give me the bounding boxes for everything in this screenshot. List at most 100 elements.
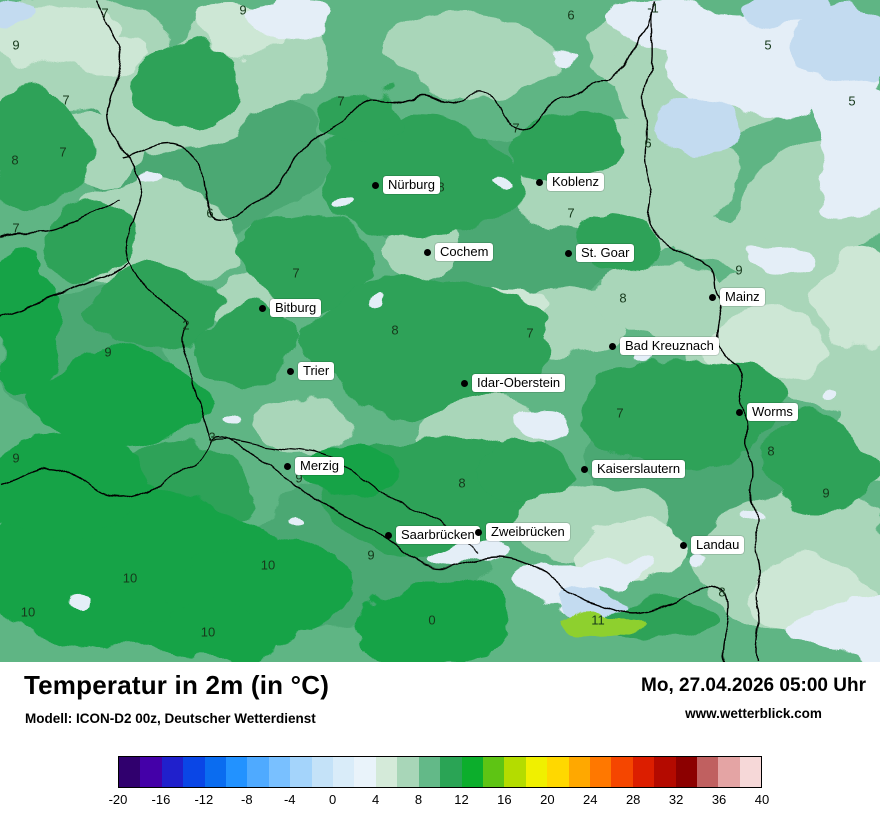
station-temp-value: 8: [718, 584, 726, 600]
legend-color-segment: [290, 757, 312, 787]
border-lines: [0, 0, 761, 662]
station-temp-value: 9: [367, 547, 375, 563]
legend-color-segment: [204, 757, 227, 787]
legend-color-segment: [739, 757, 762, 787]
legend-color-segment: [718, 757, 740, 787]
station-temp-value: 7: [616, 405, 624, 421]
station-temp-value: 7: [526, 325, 534, 341]
city-label: Zweibrücken: [486, 523, 570, 541]
station-temp-value: 10: [260, 557, 276, 573]
city-label: Bad Kreuznach: [620, 337, 719, 355]
color-legend: -20 -16 -12 -8 -4 0 4 8 12 16 20 24 28 32 36 40: [109, 756, 770, 810]
legend-color-segment: [311, 757, 334, 787]
city-dot-icon: [536, 178, 543, 186]
station-temp-value: 6: [206, 205, 214, 221]
city-label: Worms: [747, 403, 798, 421]
station-temp-value: 2: [182, 317, 190, 333]
legend-tick-label: 16: [497, 792, 512, 807]
station-temp-value: 9: [12, 450, 20, 466]
city-label: Merzig: [295, 457, 345, 475]
city-marker: Worms: [736, 403, 798, 421]
city-dot-icon: [565, 249, 572, 257]
legend-tick-label: -20: [108, 792, 128, 807]
weather-map: 7 9 6 -1 9 5 7 7 5 7 6 7 8 8 6 7 7 7 9 8 2 8 7 9 7 3 8 9 9 8 9 9 10 10 8 10…: [0, 0, 880, 662]
city-marker: Mainz: [709, 288, 765, 306]
station-temp-value: 7: [512, 120, 520, 136]
legend-tick-label: -12: [194, 792, 214, 807]
legend-color-segment: [226, 757, 248, 787]
city-dot-icon: [287, 367, 294, 375]
station-temp-value: 9: [735, 262, 743, 278]
legend-bar: [118, 756, 762, 788]
legend-color-segment: [504, 757, 526, 787]
border-luxembourg-south: [179, 325, 212, 441]
legend-tick-label: 28: [625, 792, 641, 807]
city-dot-icon: [284, 462, 291, 470]
city-label: Koblenz: [547, 173, 604, 191]
station-temp-value: 9: [239, 2, 247, 18]
city-marker: Koblenz: [536, 173, 604, 191]
station-temp-value: 9: [295, 470, 303, 486]
station-temp-value: 9: [104, 344, 112, 360]
legend-color-segment: [161, 757, 184, 787]
city-dot-icon: [461, 379, 468, 387]
station-temp-value: 7: [62, 92, 70, 108]
city-label: Bitburg: [270, 299, 322, 317]
legend-ticks: -20 -16 -12 -8 -4 0 4 8 12 16 20 24 28 32 36 40: [109, 792, 770, 810]
city-label: Kaiserslautern: [592, 460, 686, 478]
footer-panel: Temperatur in 2m (in °C) Modell: ICON-D2…: [0, 662, 880, 830]
legend-tick-label: -4: [283, 792, 296, 807]
station-temp-value: 7: [12, 220, 20, 236]
city-label: Saarbrücken: [396, 526, 480, 544]
legend-color-segment: [119, 757, 141, 787]
legend-tick-label: -8: [241, 792, 253, 807]
city-label: Cochem: [435, 243, 494, 261]
station-temp-value: 7: [337, 93, 345, 109]
footer-right: Mo, 27.04.2026 05:00 Uhr www.wetterblick…: [641, 675, 866, 721]
city-marker: St. Goar: [565, 244, 635, 262]
legend-color-segment: [525, 757, 548, 787]
city-label: Idar-Oberstein: [472, 374, 566, 392]
legend-color-segment: [183, 757, 205, 787]
legend-color-segment: [247, 757, 269, 787]
legend-tick-label: 40: [754, 792, 770, 807]
city-dot-icon: [385, 531, 392, 539]
legend-color-segment: [375, 757, 398, 787]
station-temp-value: 7: [567, 205, 575, 221]
city-dot-icon: [424, 248, 431, 256]
legend-color-segment: [482, 757, 505, 787]
legend-color-segment: [268, 757, 291, 787]
legend-color-segment: [333, 757, 355, 787]
station-temp-value: -1: [647, 0, 659, 16]
station-temp-value: 10: [20, 604, 36, 620]
city-dot-icon: [609, 342, 616, 350]
legend-color-segment: [440, 757, 462, 787]
city-marker: Merzig: [284, 457, 345, 475]
legend-color-segment: [675, 757, 697, 787]
city-marker: Saarbrücken: [385, 526, 480, 544]
station-temp-value: 7: [59, 144, 67, 160]
legend-tick-label: 4: [371, 792, 380, 807]
city-label: Landau: [691, 536, 745, 554]
border-belgium: [95, 0, 185, 327]
legend-tick-label: 20: [540, 792, 555, 807]
station-temp-value: 8: [767, 443, 775, 459]
station-temp-value: 5: [848, 93, 856, 109]
station-temp-value: 7: [101, 5, 109, 21]
legend-color-segment: [654, 757, 676, 787]
station-temp-value: 7: [292, 265, 300, 281]
station-temp-value: 8: [11, 152, 19, 168]
legend-tick-label: 36: [711, 792, 727, 807]
city-marker: Bad Kreuznach: [609, 337, 719, 355]
station-temp-value: 8: [437, 179, 445, 195]
city-label: Mainz: [720, 288, 765, 306]
legend-tick-label: 32: [668, 792, 684, 807]
border-belgium-luxembourg: [0, 261, 129, 317]
station-temp-value: 8: [458, 475, 466, 491]
station-temp-value: 6: [644, 135, 652, 151]
station-temp-value: 9: [12, 37, 20, 53]
datetime-label: Mo, 27.04.2026 05:00 Uhr: [641, 675, 866, 696]
city-marker: Trier: [287, 362, 335, 380]
station-temp-value: 0: [428, 612, 436, 628]
city-dot-icon: [372, 181, 379, 189]
